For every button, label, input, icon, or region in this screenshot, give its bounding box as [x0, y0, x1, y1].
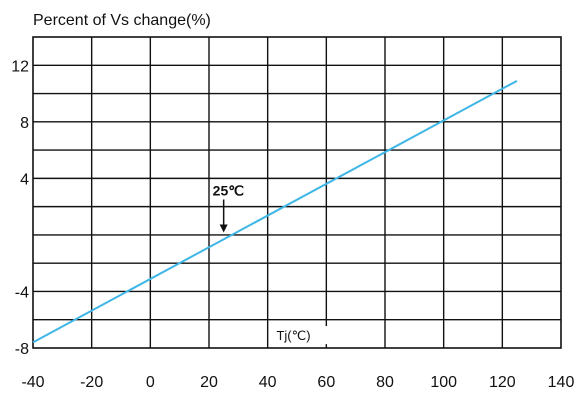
y-tick-label: 8 [20, 115, 29, 132]
chart-series [32, 79, 518, 344]
chart-grid [33, 37, 561, 348]
y-tick-label: -8 [15, 341, 29, 358]
x-axis-label-box: Tj(℃) [274, 326, 331, 345]
y-tick-label: 12 [11, 58, 29, 75]
x-tick-label: 120 [489, 374, 516, 391]
x-tick-label: 100 [430, 374, 457, 391]
annotation-arrow-head [219, 224, 228, 233]
x-tick-label: 0 [146, 374, 155, 391]
plot-frame [32, 36, 562, 349]
x-axis-label: Tj(℃) [276, 328, 310, 343]
x-axis-ticks: -40 -20 0 20 40 60 80 100 120 140 [21, 374, 574, 391]
x-tick-label: 60 [317, 374, 335, 391]
annotation-label: 25℃ [213, 182, 245, 198]
series-line [32, 79, 518, 344]
x-tick-label: 40 [259, 374, 277, 391]
x-tick-label: 20 [200, 374, 218, 391]
x-tick-label: -40 [21, 374, 44, 391]
chart-title: Percent of Vs change(%) [33, 12, 211, 29]
x-tick-label: -20 [80, 374, 103, 391]
y-tick-label: 4 [20, 171, 29, 188]
y-tick-label: -4 [15, 284, 29, 301]
y-axis-ticks: 12 8 4 -4 -8 [11, 58, 29, 358]
x-tick-label: 140 [548, 374, 575, 391]
x-tick-label: 80 [376, 374, 394, 391]
chart-annotations: 25℃ [213, 182, 245, 233]
